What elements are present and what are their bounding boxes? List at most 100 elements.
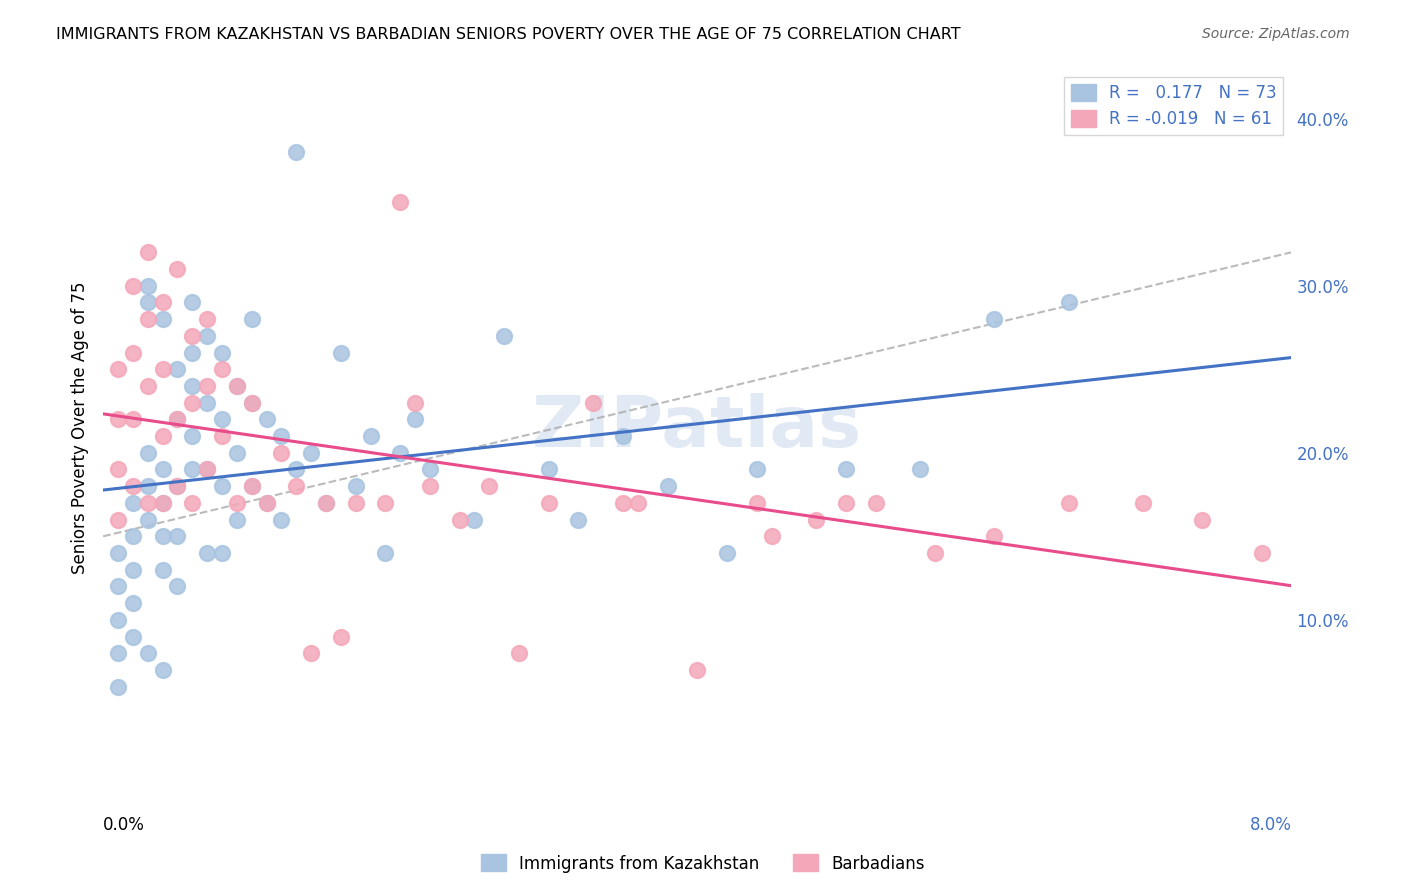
Point bbox=[166, 529, 188, 543]
Point bbox=[240, 395, 263, 409]
Point bbox=[299, 646, 322, 660]
Point bbox=[494, 328, 516, 343]
Point bbox=[315, 496, 337, 510]
Point bbox=[627, 496, 650, 510]
Point bbox=[121, 496, 143, 510]
Point bbox=[374, 546, 396, 560]
Point bbox=[107, 513, 129, 527]
Point bbox=[344, 479, 367, 493]
Point bbox=[211, 546, 233, 560]
Point bbox=[166, 412, 188, 426]
Point bbox=[1132, 496, 1154, 510]
Point bbox=[225, 379, 247, 393]
Point bbox=[285, 145, 308, 159]
Point bbox=[240, 479, 263, 493]
Text: Source: ZipAtlas.com: Source: ZipAtlas.com bbox=[1202, 27, 1350, 41]
Point bbox=[107, 412, 129, 426]
Point bbox=[567, 513, 589, 527]
Point bbox=[166, 479, 188, 493]
Point bbox=[270, 513, 292, 527]
Point bbox=[478, 479, 501, 493]
Point bbox=[256, 496, 278, 510]
Point bbox=[285, 462, 308, 476]
Point bbox=[389, 446, 412, 460]
Point bbox=[136, 245, 159, 260]
Point bbox=[211, 345, 233, 359]
Point bbox=[404, 395, 426, 409]
Point bbox=[136, 295, 159, 310]
Point bbox=[152, 462, 174, 476]
Point bbox=[152, 429, 174, 443]
Point bbox=[315, 496, 337, 510]
Point bbox=[835, 462, 858, 476]
Point bbox=[983, 529, 1005, 543]
Point bbox=[1191, 513, 1213, 527]
Point bbox=[166, 262, 188, 277]
Point bbox=[195, 379, 218, 393]
Point bbox=[107, 613, 129, 627]
Point bbox=[107, 646, 129, 660]
Point bbox=[240, 395, 263, 409]
Point bbox=[152, 362, 174, 376]
Point bbox=[360, 429, 382, 443]
Point bbox=[152, 663, 174, 677]
Point bbox=[1057, 496, 1080, 510]
Point bbox=[329, 630, 352, 644]
Point bbox=[983, 312, 1005, 326]
Point bbox=[166, 362, 188, 376]
Point bbox=[152, 529, 174, 543]
Point bbox=[181, 496, 204, 510]
Point bbox=[1057, 295, 1080, 310]
Point bbox=[211, 412, 233, 426]
Point bbox=[195, 462, 218, 476]
Point bbox=[121, 630, 143, 644]
Text: 8.0%: 8.0% bbox=[1250, 815, 1292, 834]
Point bbox=[121, 596, 143, 610]
Point bbox=[211, 362, 233, 376]
Point bbox=[136, 479, 159, 493]
Point bbox=[612, 429, 634, 443]
Point bbox=[166, 479, 188, 493]
Point bbox=[181, 328, 204, 343]
Point bbox=[152, 295, 174, 310]
Point bbox=[716, 546, 738, 560]
Point bbox=[166, 412, 188, 426]
Point bbox=[121, 563, 143, 577]
Point bbox=[152, 496, 174, 510]
Point bbox=[181, 429, 204, 443]
Point bbox=[181, 345, 204, 359]
Point bbox=[166, 579, 188, 593]
Point bbox=[449, 513, 471, 527]
Point bbox=[225, 496, 247, 510]
Point bbox=[121, 278, 143, 293]
Point bbox=[107, 462, 129, 476]
Point bbox=[121, 345, 143, 359]
Point bbox=[924, 546, 946, 560]
Point bbox=[136, 278, 159, 293]
Point bbox=[537, 462, 560, 476]
Point bbox=[107, 680, 129, 694]
Point bbox=[107, 579, 129, 593]
Point bbox=[686, 663, 709, 677]
Point bbox=[195, 328, 218, 343]
Y-axis label: Seniors Poverty Over the Age of 75: Seniors Poverty Over the Age of 75 bbox=[72, 282, 89, 574]
Point bbox=[240, 479, 263, 493]
Point bbox=[152, 563, 174, 577]
Point bbox=[761, 529, 783, 543]
Point bbox=[195, 546, 218, 560]
Point bbox=[835, 496, 858, 510]
Point bbox=[107, 362, 129, 376]
Point bbox=[344, 496, 367, 510]
Point bbox=[463, 513, 485, 527]
Point bbox=[865, 496, 887, 510]
Point bbox=[225, 446, 247, 460]
Point bbox=[419, 462, 441, 476]
Point bbox=[745, 462, 768, 476]
Point bbox=[152, 312, 174, 326]
Point bbox=[389, 195, 412, 210]
Point bbox=[136, 446, 159, 460]
Point bbox=[211, 429, 233, 443]
Point bbox=[136, 646, 159, 660]
Point bbox=[270, 429, 292, 443]
Point bbox=[508, 646, 530, 660]
